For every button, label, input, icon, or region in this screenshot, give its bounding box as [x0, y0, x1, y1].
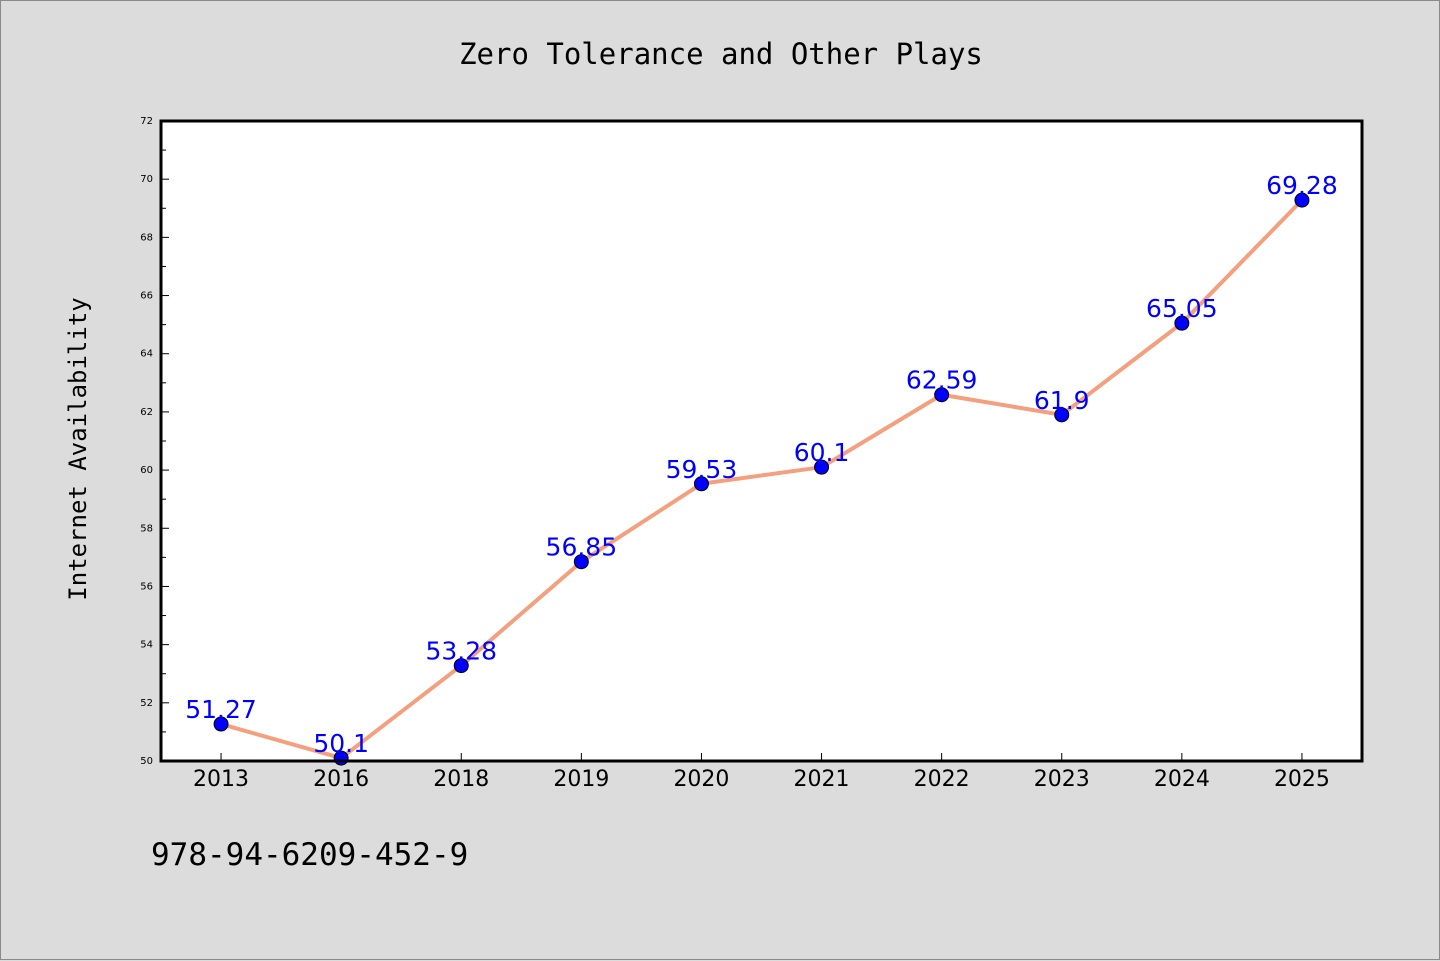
data-point [573, 554, 589, 570]
x-tick-label: 2016 [313, 767, 369, 792]
data-labels: 51.27 50.1 53.28 56.85 59.53 60.1 62.59 61.9 65.… [185, 171, 1337, 758]
x-tick-label: 2023 [1034, 767, 1090, 792]
data-point [814, 459, 830, 475]
data-point [1294, 192, 1310, 208]
data-label: 61.9 [1034, 386, 1090, 415]
x-tick-label: 2018 [433, 767, 489, 792]
y-tick-label: 58 [140, 523, 153, 534]
y-axis-label: Internet Availability [64, 297, 92, 600]
x-tick-label: 2025 [1274, 767, 1330, 792]
x-tick-label: 2013 [193, 767, 249, 792]
data-point [453, 658, 469, 674]
x-tick-label: 2022 [914, 767, 970, 792]
y-tick-label: 54 [140, 640, 153, 651]
data-point [934, 387, 950, 403]
y-tick-label: 64 [140, 349, 153, 360]
data-point [693, 476, 709, 492]
series-line [219, 198, 1304, 761]
x-tick-label: 2024 [1154, 767, 1210, 792]
data-label: 62.59 [906, 366, 978, 395]
x-tick-label: 2020 [673, 767, 729, 792]
y-tick-label: 60 [140, 465, 153, 476]
y-tick-label: 68 [140, 232, 153, 243]
y-tick-label: 62 [140, 407, 153, 418]
y-tick-label: 50 [140, 756, 153, 767]
x-axis: 2013 2016 2018 2019 2020 2021 2022 2023 2024 2025 [193, 753, 1330, 792]
data-label: 56.85 [546, 533, 618, 562]
y-axis: 50 52 54 56 58 60 62 64 66 68 70 72 [140, 116, 169, 767]
data-label: 51.27 [185, 695, 257, 724]
data-label: 69.28 [1266, 171, 1338, 200]
chart-title: Zero Tolerance and Other Plays [459, 37, 983, 71]
y-tick-label: 66 [140, 291, 153, 302]
data-label: 50.1 [313, 729, 369, 758]
data-point [213, 716, 229, 732]
isbn-text: 978-94-6209-452-9 [151, 837, 468, 873]
y-tick-label: 72 [140, 116, 153, 127]
x-tick-label: 2021 [794, 767, 850, 792]
data-point [1054, 407, 1070, 423]
y-tick-label: 56 [140, 581, 153, 592]
plot-area [161, 121, 1362, 761]
data-label: 59.53 [666, 455, 738, 484]
data-point [1174, 315, 1190, 331]
y-tick-label: 70 [140, 174, 153, 185]
y-tick-label: 52 [140, 698, 153, 709]
data-label: 65.05 [1146, 294, 1218, 323]
data-label: 53.28 [425, 637, 497, 666]
data-label: 60.1 [794, 438, 850, 467]
plot-border [159, 119, 1364, 763]
x-tick-label: 2019 [553, 767, 609, 792]
